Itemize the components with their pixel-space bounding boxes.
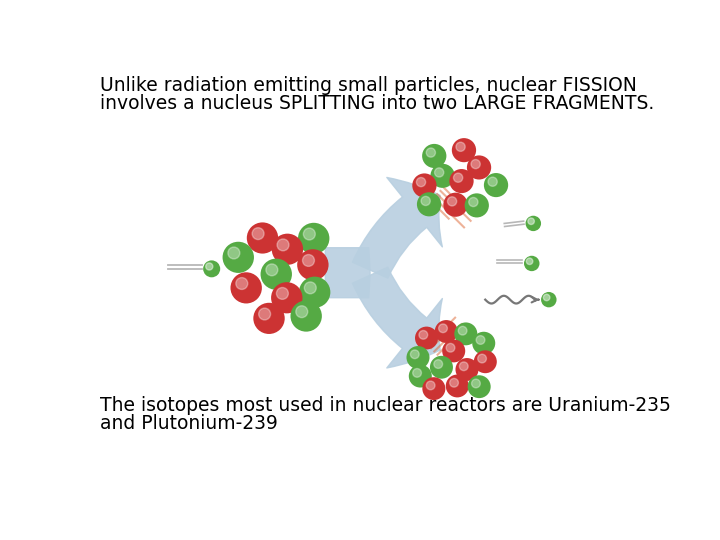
Circle shape — [407, 346, 430, 369]
Circle shape — [305, 282, 316, 294]
Circle shape — [526, 258, 533, 265]
Circle shape — [426, 148, 436, 157]
Circle shape — [524, 256, 539, 271]
Circle shape — [258, 308, 271, 320]
Circle shape — [431, 164, 455, 188]
Circle shape — [435, 320, 458, 343]
Circle shape — [488, 177, 498, 186]
Circle shape — [459, 362, 468, 370]
Circle shape — [472, 332, 495, 355]
Circle shape — [228, 247, 240, 259]
FancyArrowPatch shape — [325, 248, 370, 298]
Circle shape — [435, 168, 444, 177]
Circle shape — [467, 156, 491, 179]
Circle shape — [222, 242, 254, 273]
Circle shape — [464, 193, 489, 218]
Circle shape — [276, 287, 288, 299]
Circle shape — [409, 364, 432, 388]
Circle shape — [302, 254, 315, 266]
Circle shape — [471, 159, 480, 168]
Circle shape — [468, 375, 490, 398]
Circle shape — [450, 379, 459, 387]
Circle shape — [446, 343, 455, 352]
Circle shape — [423, 377, 446, 400]
Circle shape — [474, 350, 497, 373]
Circle shape — [417, 192, 441, 217]
Circle shape — [447, 197, 456, 206]
Circle shape — [456, 142, 465, 151]
Circle shape — [472, 379, 480, 388]
FancyArrowPatch shape — [352, 267, 442, 368]
Circle shape — [290, 300, 322, 332]
Circle shape — [299, 276, 330, 308]
Circle shape — [261, 259, 292, 290]
Circle shape — [438, 324, 447, 333]
Text: The isotopes most used in nuclear reactors are Uranium-235: The isotopes most used in nuclear reacto… — [100, 396, 671, 415]
Circle shape — [266, 264, 278, 276]
Text: involves a nucleus SPLITTING into two LARGE FRAGMENTS.: involves a nucleus SPLITTING into two LA… — [100, 94, 654, 113]
Circle shape — [419, 330, 428, 339]
Circle shape — [421, 197, 431, 206]
Circle shape — [528, 218, 534, 225]
Circle shape — [456, 358, 479, 381]
Circle shape — [253, 303, 284, 334]
Circle shape — [444, 193, 467, 217]
Circle shape — [236, 278, 248, 289]
Circle shape — [413, 369, 421, 377]
Circle shape — [452, 138, 476, 162]
Circle shape — [203, 260, 220, 278]
Circle shape — [446, 375, 469, 397]
Circle shape — [544, 294, 550, 301]
Text: Unlike radiation emitting small particles, nuclear FISSION: Unlike radiation emitting small particle… — [100, 76, 637, 96]
Circle shape — [206, 263, 213, 270]
Circle shape — [426, 381, 435, 390]
Circle shape — [296, 306, 307, 318]
Circle shape — [277, 239, 289, 251]
Circle shape — [271, 234, 303, 265]
Circle shape — [477, 354, 487, 363]
Circle shape — [303, 228, 315, 240]
Circle shape — [541, 292, 557, 307]
Circle shape — [410, 350, 419, 359]
Circle shape — [298, 223, 330, 254]
Circle shape — [271, 282, 302, 313]
Circle shape — [454, 322, 477, 345]
Circle shape — [413, 173, 436, 198]
Circle shape — [469, 198, 478, 207]
Circle shape — [230, 272, 262, 303]
Circle shape — [416, 178, 426, 187]
Circle shape — [415, 327, 438, 349]
Circle shape — [476, 336, 485, 345]
Circle shape — [430, 356, 453, 379]
FancyArrowPatch shape — [352, 178, 442, 278]
Circle shape — [434, 360, 443, 368]
Circle shape — [484, 173, 508, 197]
Circle shape — [449, 169, 474, 193]
Circle shape — [247, 222, 278, 254]
Text: and Plutonium-239: and Plutonium-239 — [100, 414, 278, 434]
Circle shape — [458, 326, 467, 335]
Circle shape — [454, 173, 463, 183]
Circle shape — [252, 228, 264, 240]
Circle shape — [422, 144, 446, 168]
Circle shape — [297, 249, 328, 280]
Circle shape — [442, 340, 465, 362]
Circle shape — [526, 215, 541, 231]
